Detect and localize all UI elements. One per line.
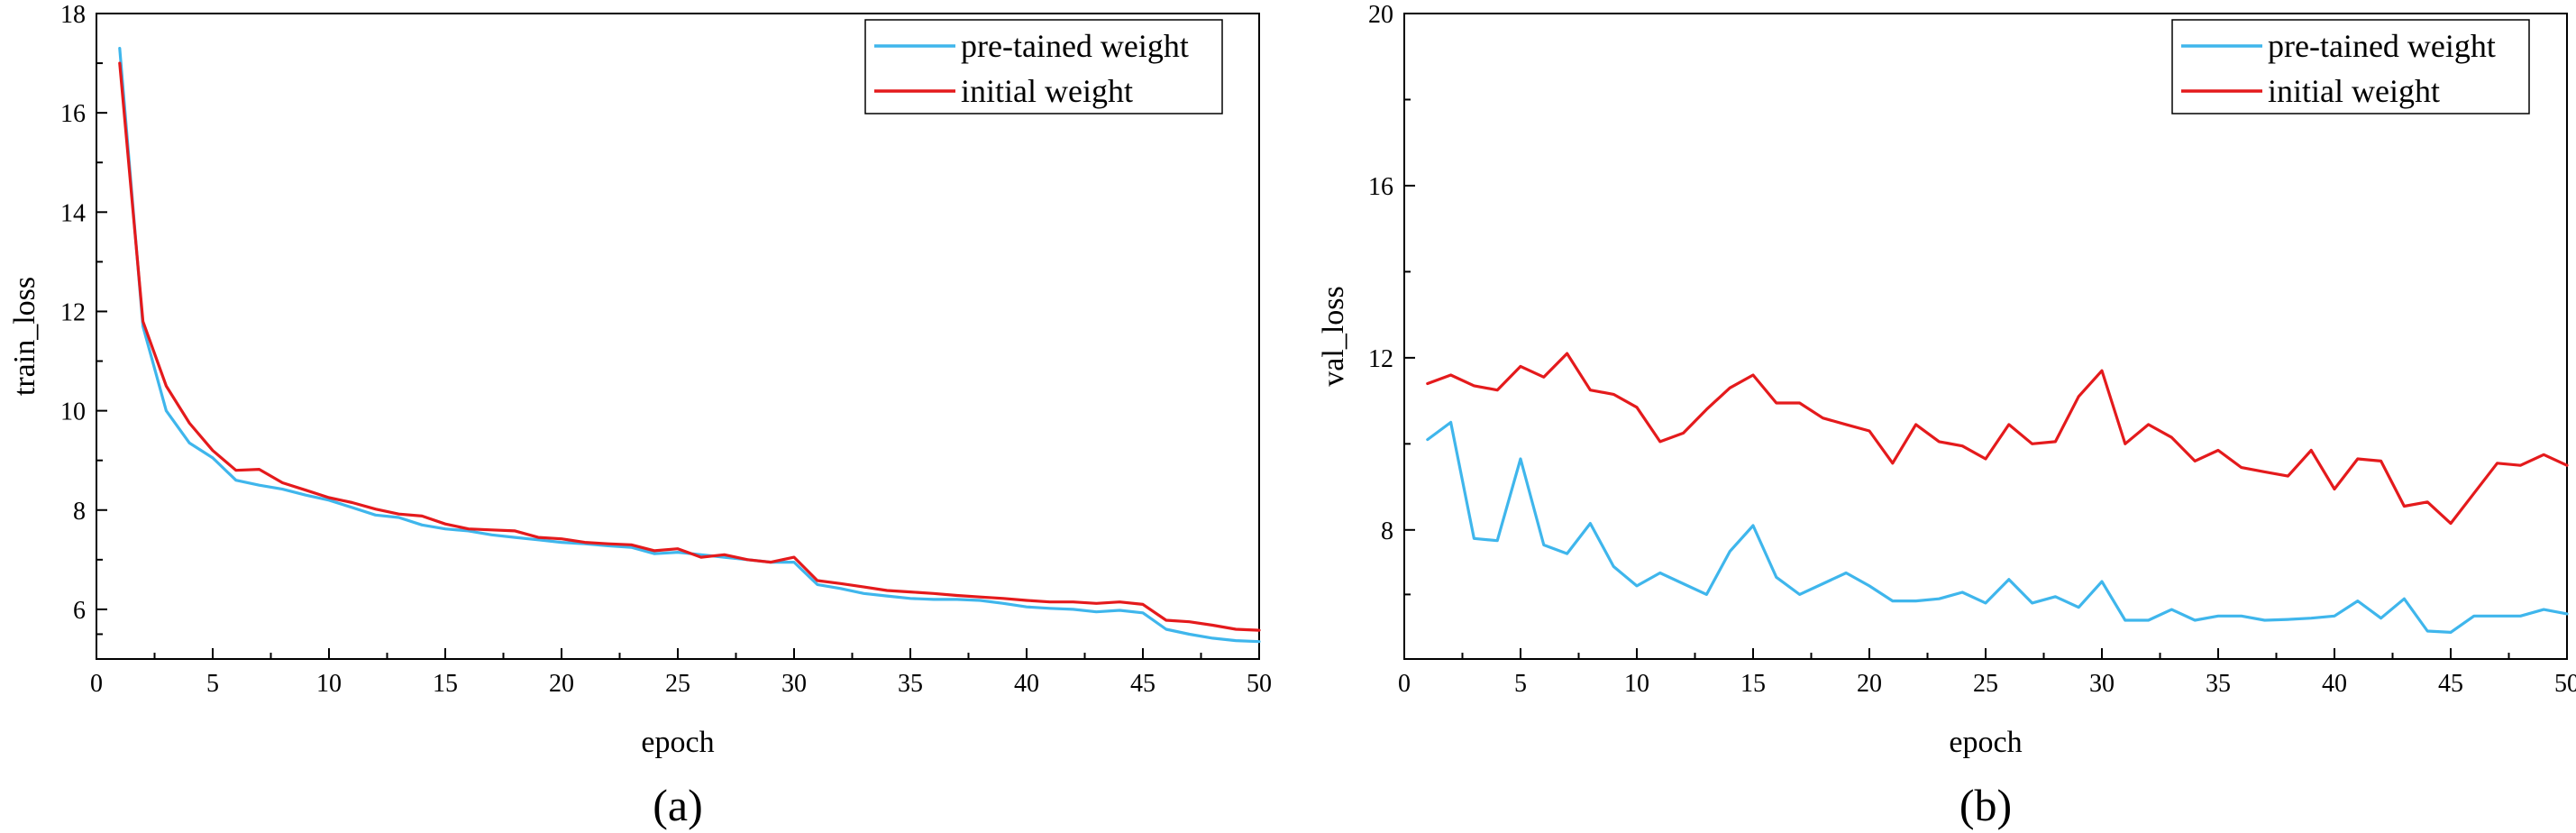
chart-b-ticks: 0 5 10 15 20 25 30 35 40 45 50 8 12 16 20 (1368, 1, 2576, 698)
chart-a-ticks: 0 5 10 15 20 25 30 35 40 45 50 6 8 10 12 14 16 18 (60, 1, 1272, 698)
chart-b-xlabel: epoch (1949, 726, 2022, 759)
chart-a-legend-label-pretrained: pre-tained weight (961, 28, 1189, 64)
chart-b-series-initial-line (1426, 352, 2569, 526)
chart-b-ytick-label: 16 (1368, 173, 1393, 201)
chart-a-ytick-label: 6 (73, 597, 86, 625)
chart-b-ylabel: val_loss (1317, 286, 1350, 386)
chart-a-xtick-label: 15 (433, 670, 458, 698)
chart-b-xtick-label: 10 (1624, 670, 1649, 698)
chart-a-legend: pre-tained weight initial weight (864, 19, 1223, 114)
chart-b: 0 5 10 15 20 25 30 35 40 45 50 8 12 16 20 pre-tained w… (1317, 1, 2576, 830)
chart-b-xtick-label: 25 (1973, 670, 1998, 698)
chart-b-xtick-label: 15 (1740, 670, 1766, 698)
chart-a-ytick-label: 18 (60, 1, 86, 29)
chart-b-series-pretrained-line (1426, 420, 2569, 635)
chart-a-caption: (a) (653, 780, 703, 830)
chart-a-ytick-label: 10 (60, 398, 86, 426)
chart-b-xtick-label: 45 (2438, 670, 2463, 698)
chart-a-ylabel: train_loss (8, 277, 41, 396)
chart-b-legend: pre-tained weight initial weight (2171, 19, 2530, 114)
chart-a-legend-box (864, 19, 1223, 114)
chart-a-series-initial-line (118, 61, 1261, 632)
chart-a-xtick-label: 35 (898, 670, 923, 698)
chart-b-ytick-label: 8 (1381, 517, 1393, 545)
chart-a-xlabel: epoch (641, 726, 714, 759)
chart-b-xtick-label: 40 (2322, 670, 2347, 698)
chart-b-legend-box (2171, 19, 2530, 114)
chart-a-xtick-label: 5 (206, 670, 219, 698)
chart-a-ytick-label: 16 (60, 100, 86, 128)
chart-b-caption: (b) (1959, 780, 2012, 830)
chart-a-series (118, 46, 1261, 644)
chart-a-ytick-label: 12 (60, 298, 86, 326)
chart-b-xtick-label: 0 (1398, 670, 1411, 698)
chart-a-ytick-label: 14 (60, 199, 86, 227)
chart-a-xtick-label: 0 (90, 670, 103, 698)
chart-b-xtick-label: 35 (2206, 670, 2231, 698)
chart-b-ytick-label: 20 (1368, 1, 1393, 29)
chart-b-xtick-label: 30 (2089, 670, 2115, 698)
chart-b-series (1426, 352, 2569, 635)
chart-a-xtick-label: 25 (665, 670, 690, 698)
chart-b-xtick-label: 50 (2554, 670, 2576, 698)
chart-a-ytick-label: 8 (73, 498, 86, 526)
chart-a-legend-label-initial: initial weight (961, 73, 1133, 109)
chart-a-xtick-label: 50 (1247, 670, 1272, 698)
chart-a: 0 5 10 15 20 25 30 35 40 45 50 6 8 10 12 14 16 18 pre-tai… (8, 1, 1272, 830)
chart-a-xtick-label: 20 (549, 670, 574, 698)
chart-a-xtick-label: 10 (316, 670, 342, 698)
chart-b-xtick-label: 5 (1514, 670, 1527, 698)
chart-b-ytick-label: 12 (1368, 345, 1393, 373)
chart-b-legend-label-initial: initial weight (2268, 73, 2440, 109)
chart-a-xtick-label: 45 (1130, 670, 1156, 698)
chart-b-legend-label-pretrained: pre-tained weight (2268, 28, 2496, 64)
chart-b-xtick-label: 20 (1857, 670, 1882, 698)
chart-a-xtick-label: 40 (1014, 670, 1039, 698)
chart-a-xtick-label: 30 (781, 670, 807, 698)
